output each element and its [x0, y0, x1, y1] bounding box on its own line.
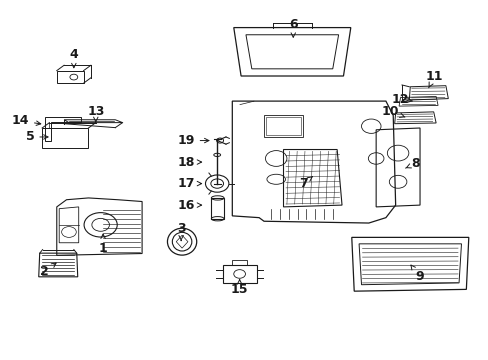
Text: 9: 9 [410, 265, 424, 283]
Text: 14: 14 [11, 114, 41, 127]
Text: 10: 10 [381, 105, 404, 118]
Text: 3: 3 [177, 222, 185, 240]
Text: 2: 2 [40, 263, 56, 278]
Text: 13: 13 [87, 105, 104, 122]
Text: 6: 6 [288, 18, 297, 37]
Text: 1: 1 [99, 234, 107, 255]
Text: 12: 12 [391, 93, 411, 106]
Text: 17: 17 [177, 177, 201, 190]
Text: 19: 19 [177, 134, 208, 147]
Text: 11: 11 [425, 69, 443, 88]
Text: 16: 16 [177, 199, 201, 212]
Text: 18: 18 [177, 156, 201, 168]
Text: 5: 5 [25, 130, 48, 144]
Text: 15: 15 [230, 280, 248, 296]
Text: 8: 8 [405, 157, 419, 170]
Text: 4: 4 [69, 48, 78, 68]
Text: 7: 7 [298, 177, 312, 190]
